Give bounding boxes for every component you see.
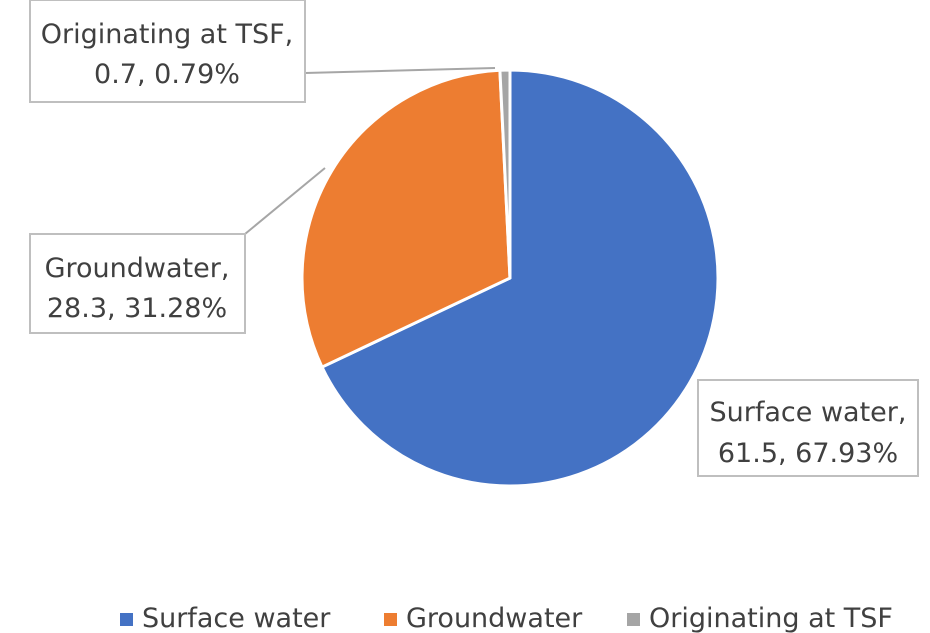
legend: Surface water Groundwater Originating at… bbox=[120, 603, 893, 633]
legend-label-originating: Originating at TSF bbox=[649, 603, 893, 633]
data-label-groundwater-line2: 28.3, 31.28% bbox=[47, 293, 227, 324]
pie-slice-surface-water bbox=[320, 68, 720, 488]
pie-slices bbox=[300, 68, 720, 488]
data-label-box-surface-water bbox=[697, 379, 919, 477]
data-label-groundwater: Groundwater, 28.3, 31.28% bbox=[29, 233, 246, 334]
leader-lines bbox=[244, 67, 496, 235]
data-label-surface-water: Surface water, 61.5, 67.93% bbox=[697, 379, 919, 477]
legend-swatch-surface-water bbox=[120, 613, 133, 626]
legend-item-surface-water: Surface water bbox=[120, 603, 331, 633]
data-label-surface-water-line2: 61.5, 67.93% bbox=[718, 438, 898, 469]
data-label-surface-water-line1: Surface water, bbox=[710, 397, 907, 428]
leader-line-originating bbox=[304, 67, 496, 74]
legend-label-surface-water: Surface water bbox=[142, 603, 331, 633]
data-label-originating: Originating at TSF, 0.7, 0.79% bbox=[29, 0, 306, 103]
data-label-box-originating bbox=[29, 0, 306, 103]
leader-line-groundwater bbox=[244, 167, 326, 235]
data-label-originating-line2: 0.7, 0.79% bbox=[94, 59, 240, 90]
data-label-originating-line1: Originating at TSF, bbox=[41, 19, 294, 50]
legend-swatch-groundwater bbox=[384, 613, 397, 626]
pie-slice-originating bbox=[498, 68, 512, 280]
legend-swatch-originating bbox=[627, 613, 640, 626]
data-label-groundwater-line1: Groundwater, bbox=[45, 253, 230, 284]
legend-item-originating: Originating at TSF bbox=[627, 603, 893, 633]
data-label-box-groundwater bbox=[29, 233, 246, 334]
legend-label-groundwater: Groundwater bbox=[406, 603, 583, 633]
pie-slice-groundwater bbox=[300, 68, 512, 369]
legend-item-groundwater: Groundwater bbox=[384, 603, 583, 633]
